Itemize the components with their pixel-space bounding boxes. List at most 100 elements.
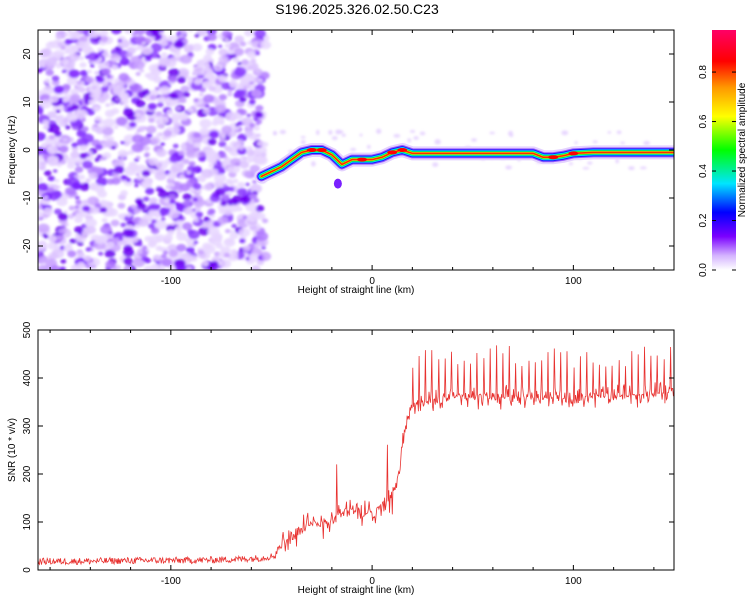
noise-speckle xyxy=(245,182,250,187)
noise-speckle xyxy=(53,85,65,94)
snr-ytick-label: 400 xyxy=(22,369,33,386)
noise-speckle xyxy=(179,54,192,64)
noise-speckle xyxy=(178,174,185,179)
noise-speckle xyxy=(124,104,129,109)
spec-ytick-label: 10 xyxy=(22,96,33,108)
noise-speckle xyxy=(239,238,246,244)
noise-speckle xyxy=(191,43,203,52)
faint-speckle xyxy=(393,133,401,138)
noise-speckle xyxy=(260,40,272,50)
noise-speckle xyxy=(140,114,147,120)
noise-speckle xyxy=(77,113,85,120)
noise-speckle xyxy=(208,164,213,168)
noise-speckle xyxy=(144,152,151,157)
noise-speckle xyxy=(233,47,244,56)
noise-speckle xyxy=(106,241,115,248)
noise-speckle xyxy=(113,165,125,174)
noise-speckle xyxy=(82,160,93,169)
faint-speckle xyxy=(341,133,346,137)
noise-speckle xyxy=(139,136,151,146)
noise-speckle xyxy=(126,212,133,218)
noise-speckle xyxy=(195,211,204,218)
noise-speckle xyxy=(135,155,141,160)
noise-speckle xyxy=(125,177,132,183)
noise-speckle xyxy=(170,56,178,62)
noise-speckle xyxy=(103,118,116,128)
noise-speckle xyxy=(103,139,115,148)
noise-speckle xyxy=(249,123,256,128)
ridge-hotspot xyxy=(306,148,317,152)
noise-speckle xyxy=(142,196,150,202)
noise-speckle xyxy=(166,36,173,42)
noise-speckle xyxy=(97,47,103,52)
noise-speckle xyxy=(175,219,184,226)
noise-speckle xyxy=(42,119,50,126)
noise-speckle xyxy=(261,218,269,224)
faint-speckle xyxy=(639,166,647,170)
noise-speckle xyxy=(238,228,251,237)
noise-speckle xyxy=(155,245,163,251)
noise-speckle xyxy=(203,183,214,191)
ridge-hotspot xyxy=(548,155,559,160)
noise-speckle xyxy=(38,210,44,218)
noise-speckle xyxy=(133,60,145,70)
faint-speckle xyxy=(300,139,306,145)
noise-speckle xyxy=(227,180,234,186)
noise-speckle xyxy=(174,201,180,207)
noise-speckle xyxy=(38,251,42,255)
noise-speckle xyxy=(49,265,62,270)
noise-speckle xyxy=(146,125,157,134)
noise-speckle xyxy=(101,217,108,223)
faint-speckle xyxy=(643,140,650,146)
noise-speckle xyxy=(221,30,232,38)
noise-speckle xyxy=(203,108,211,114)
noise-speckle xyxy=(120,98,129,105)
noise-speckle xyxy=(77,174,86,181)
noise-speckle xyxy=(83,255,92,262)
snr-xtick-label: -100 xyxy=(161,576,181,587)
noise-speckle xyxy=(196,175,206,182)
noise-speckle xyxy=(220,201,227,207)
noise-speckle xyxy=(193,206,202,212)
noise-speckle xyxy=(77,261,85,268)
noise-speckle xyxy=(61,224,66,228)
noise-speckle xyxy=(218,75,228,83)
noise-speckle xyxy=(38,190,44,196)
noise-speckle xyxy=(246,113,251,118)
faint-speckle xyxy=(587,161,593,165)
noise-speckle xyxy=(63,33,69,37)
noise-speckle xyxy=(63,210,68,214)
faint-speckle xyxy=(561,130,569,136)
noise-speckle xyxy=(163,151,168,155)
faint-speckle xyxy=(508,130,513,137)
noise-speckle xyxy=(125,52,133,58)
noise-speckle xyxy=(237,145,245,151)
noise-speckle xyxy=(68,30,81,40)
faint-speckle xyxy=(328,129,333,135)
noise-speckle xyxy=(249,193,258,200)
noise-speckle xyxy=(102,134,109,140)
noise-speckle xyxy=(204,104,210,109)
noise-speckle xyxy=(68,214,75,220)
noise-speckle xyxy=(38,202,42,207)
noise-speckle xyxy=(187,230,200,240)
snr-xlabel: Height of straight line (km) xyxy=(298,585,415,596)
noise-speckle xyxy=(144,56,152,62)
snr-ytick-label: 200 xyxy=(22,465,33,482)
noise-speckle xyxy=(56,162,62,168)
noise-speckle xyxy=(58,145,69,153)
faint-speckle xyxy=(582,166,590,170)
noise-speckle xyxy=(119,57,130,66)
noise-speckle xyxy=(180,85,190,93)
noise-speckle xyxy=(94,235,106,245)
noise-speckle xyxy=(48,134,56,140)
noise-speckle xyxy=(199,92,204,97)
spec-xtick-label: 0 xyxy=(369,276,375,287)
noise-speckle xyxy=(168,75,178,83)
noise-speckle xyxy=(77,41,88,49)
faint-speckle xyxy=(311,161,316,167)
noise-speckle xyxy=(182,91,190,98)
noise-speckle xyxy=(231,249,237,254)
ridge-band-6 xyxy=(260,149,674,178)
noise-speckle xyxy=(178,112,189,121)
